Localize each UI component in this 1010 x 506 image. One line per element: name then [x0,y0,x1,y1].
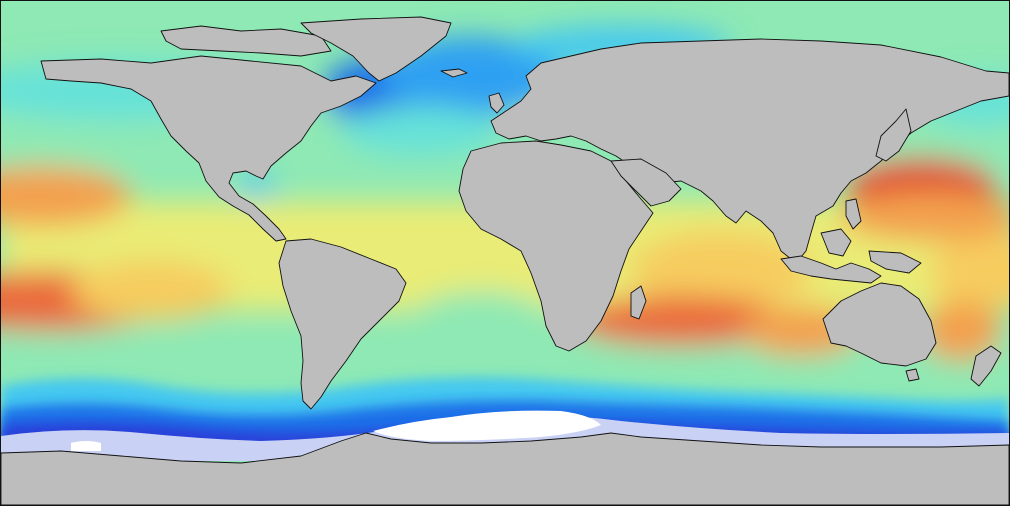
new-guinea [868,250,922,274]
arabian-peninsula [610,158,682,207]
philippines [845,198,862,230]
gulf-coast [236,174,276,198]
madagascar [630,285,647,320]
arctic-archipelago [160,25,332,57]
agulhas-hot [571,296,791,346]
north-america [40,55,377,242]
continents [1,16,1009,505]
iceland [440,68,468,78]
north-atlantic-blue [381,36,561,116]
south-pacific-warm-b [71,261,231,321]
borneo [820,228,852,257]
great-britain [488,92,505,114]
australia [822,282,937,367]
africa [458,140,654,352]
south-america [278,238,407,410]
new-zealand [970,345,1002,387]
indian-ocean-warm [631,231,811,311]
tasman-warm [921,301,1001,361]
greenland [300,16,452,82]
north-pacific-warm [1,166,131,226]
tasmania [905,368,920,382]
kuroshio-warm [841,191,1009,241]
atlantic-midlat [341,106,501,156]
eurasia [490,38,1009,264]
east-pacific-warm [931,231,1009,311]
south-atlantic-cool [411,291,551,351]
ross-sea-ice [71,441,101,451]
indonesia [780,255,882,284]
weddell-sea-ice [373,410,601,441]
japan [875,108,912,162]
antarctica [1,432,1009,505]
